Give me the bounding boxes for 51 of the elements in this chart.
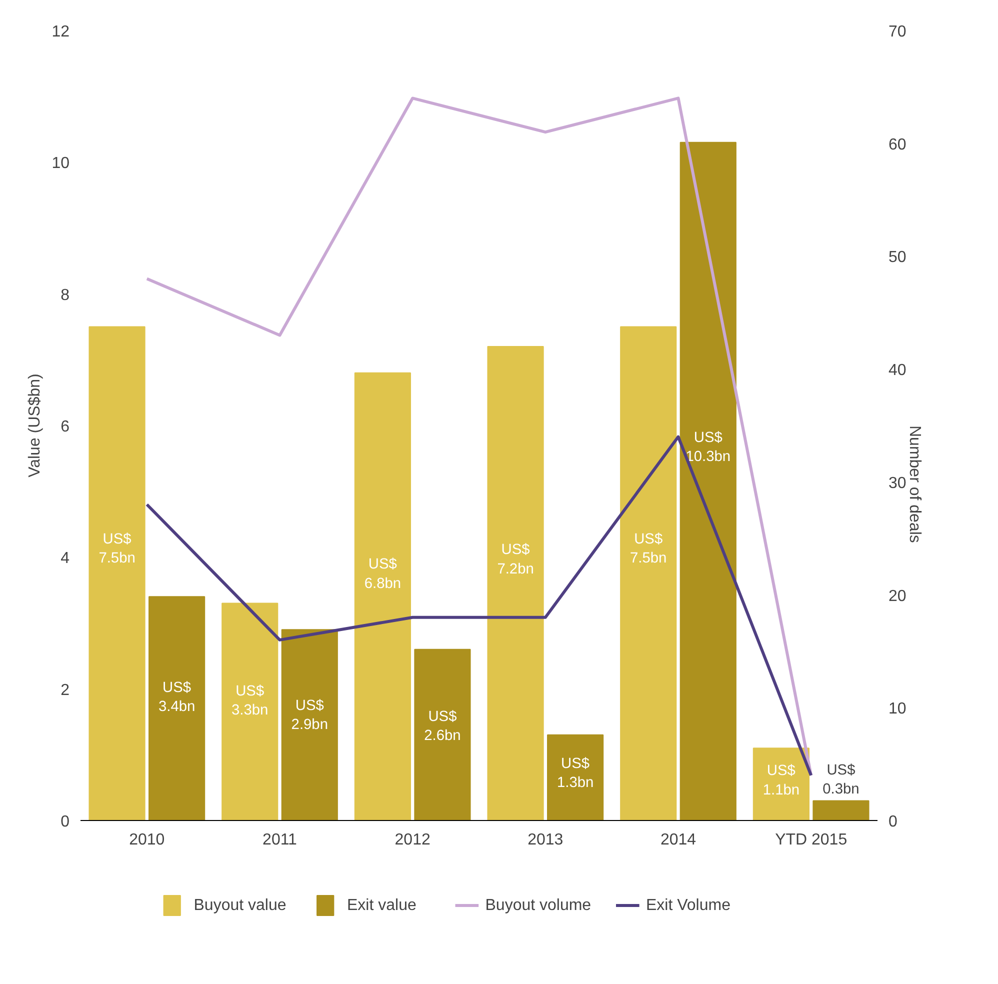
bar	[414, 648, 471, 820]
y-tick-label: 8	[60, 286, 70, 304]
legend-label: Exit value	[347, 897, 416, 914]
y-tick-label: 10	[52, 155, 70, 172]
data-label: US$ 10.3bn	[686, 430, 731, 466]
x-tick-label: 2014	[660, 832, 696, 848]
data-label: US$ 1.1bn	[762, 763, 800, 798]
data-label: US$ 3.3bn	[232, 683, 268, 719]
line-series	[145, 96, 813, 777]
bar	[487, 346, 544, 820]
y-tick-label: 6	[60, 418, 70, 436]
data-label: US$ 7.5bn	[630, 531, 667, 567]
bar	[354, 372, 411, 820]
y2-tick-label: 50	[888, 249, 906, 266]
y-tick-label: 4	[60, 550, 70, 568]
bar	[281, 629, 338, 820]
x-tick-label: 2012	[394, 832, 430, 848]
data-label: US$ 7.5bn	[98, 531, 136, 567]
bar	[812, 800, 870, 820]
bar	[680, 142, 736, 820]
y-tick-label: 12	[52, 24, 70, 40]
bar	[88, 326, 146, 820]
legend-label: Buyout volume	[485, 897, 592, 914]
bar	[148, 596, 206, 820]
bar	[547, 734, 604, 820]
data-label: US$ 2.9bn	[291, 698, 328, 734]
y-tick-label: 2	[60, 682, 70, 699]
bar	[222, 602, 278, 820]
x-tick-label: YTD 2015	[775, 832, 848, 848]
y2-tick-label: 20	[888, 588, 906, 605]
data-label: US$ 2.6bn	[424, 708, 461, 744]
x-tick-label: 2013	[528, 832, 564, 848]
y2-tick-label: 0	[888, 814, 898, 830]
y2-tick-label: 60	[888, 136, 906, 154]
legend-label: Exit Volume	[646, 897, 731, 914]
y2-axis-title: Number of deals	[906, 426, 923, 543]
data-label: US$ 6.8bn	[364, 556, 402, 592]
bar	[620, 326, 677, 820]
x-tick-label: 2010	[129, 832, 165, 848]
y-axis-title: Value (US$bn)	[26, 374, 44, 478]
y-tick-label: 0	[60, 814, 70, 830]
data-label: US$ 7.2bn	[497, 542, 534, 578]
data-label: US$ 3.4bn	[158, 680, 196, 715]
data-label: US$ 0.3bn	[822, 762, 860, 798]
y2-tick-label: 30	[888, 474, 906, 492]
y2-tick-label: 40	[888, 362, 906, 380]
y2-tick-label: 70	[888, 24, 906, 40]
x-tick-label: 2011	[262, 832, 298, 848]
y2-tick-label: 10	[888, 700, 906, 718]
legend-label: Buyout value	[194, 897, 286, 914]
data-label: US$ 1.3bn	[556, 756, 594, 792]
